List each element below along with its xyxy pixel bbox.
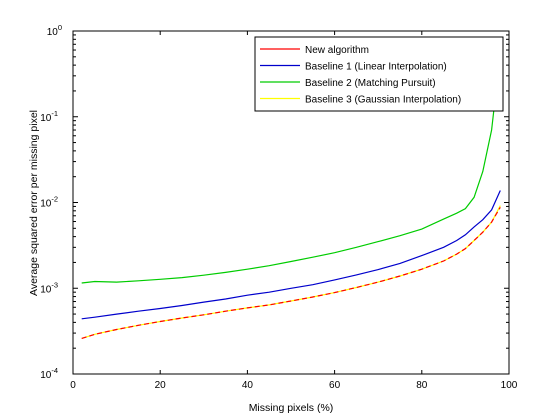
legend-label: Baseline 1 (Linear Interpolation) — [305, 62, 447, 73]
series-line-1 — [81, 190, 501, 320]
y-axis-label: Average squared error per missing pixel — [28, 110, 40, 296]
series-line-0 — [81, 206, 501, 339]
y-tick-label: 10-3 — [40, 280, 58, 295]
legend-label: New algorithm — [305, 45, 369, 56]
y-tick-label: 100 — [47, 23, 62, 38]
x-tick-label: 0 — [70, 380, 76, 391]
series-lines — [81, 53, 501, 339]
x-axis-label: Missing pixels (%) — [249, 402, 334, 414]
ticks: 0 20 40 60 80 100 10-4 10-3 10-2 10-1 100 — [40, 23, 518, 391]
y-tick-label: 10-1 — [40, 109, 58, 124]
x-tick-label: 40 — [242, 380, 254, 391]
legend-label: Baseline 2 (Matching Pursuit) — [305, 78, 436, 89]
series-line-2 — [81, 53, 501, 284]
y-tick-label: 10-2 — [40, 195, 58, 210]
x-tick-label: 60 — [329, 380, 341, 391]
x-tick-label: 20 — [155, 380, 167, 391]
y-tick-label: 10-4 — [40, 366, 58, 381]
legend-label: Baseline 3 (Gaussian Interpolation) — [305, 95, 461, 106]
x-tick-label: 100 — [501, 380, 518, 391]
legend: New algorithm Baseline 1 (Linear Interpol… — [254, 36, 504, 112]
x-tick-label: 80 — [416, 380, 428, 391]
